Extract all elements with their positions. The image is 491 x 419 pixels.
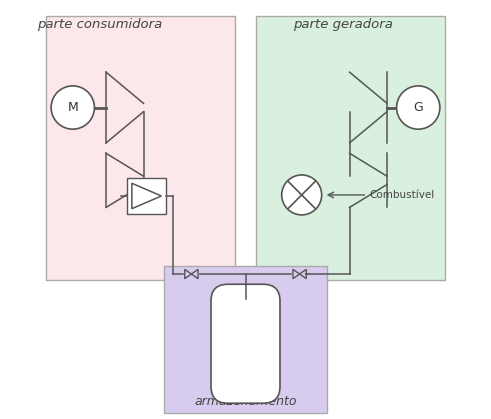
Text: M: M xyxy=(67,101,78,114)
Bar xyxy=(256,16,445,280)
Bar xyxy=(46,16,235,280)
Bar xyxy=(164,266,327,414)
Text: parte geradora: parte geradora xyxy=(294,18,393,31)
Text: parte consumidora: parte consumidora xyxy=(37,18,163,31)
Circle shape xyxy=(397,86,440,129)
Text: Combustível: Combustível xyxy=(370,190,435,200)
Circle shape xyxy=(51,86,94,129)
Bar xyxy=(127,178,166,214)
Text: G: G xyxy=(413,101,423,114)
Text: armazenamento: armazenamento xyxy=(194,395,297,408)
Circle shape xyxy=(282,175,322,215)
FancyBboxPatch shape xyxy=(211,284,280,403)
